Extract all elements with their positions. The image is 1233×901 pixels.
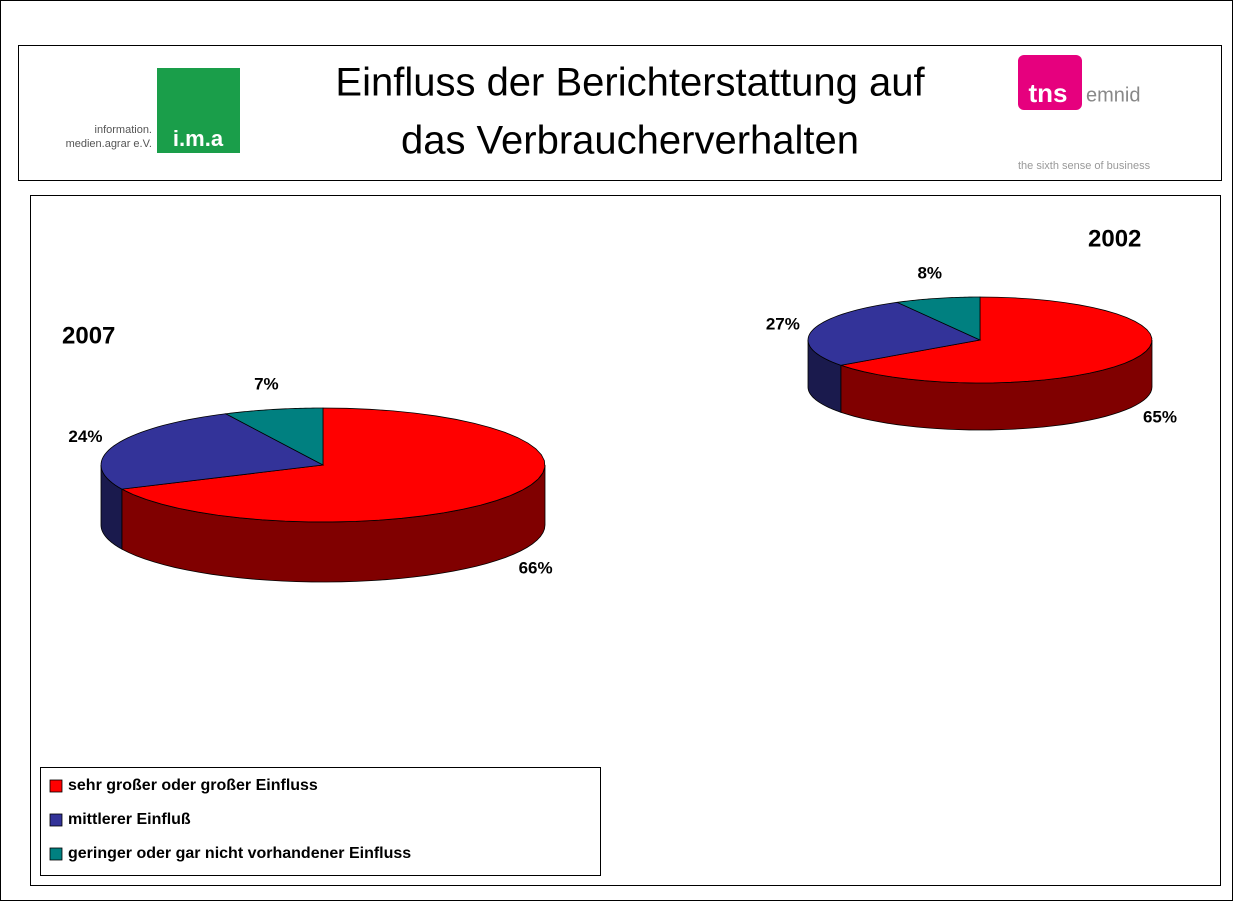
slice — [120, 407, 546, 523]
slice — [224, 407, 324, 466]
ima-mark: i.m.a — [173, 126, 224, 151]
legend-label: sehr großer oder großer Einfluss — [68, 777, 318, 794]
ima-logo — [157, 68, 240, 153]
slice — [840, 296, 1153, 384]
ima-text: medien.agrar e.V. — [66, 138, 152, 150]
title: Einfluss der Berichterstattung auf — [335, 61, 925, 105]
data-label: 7% — [254, 375, 279, 394]
data-label: 66% — [519, 559, 553, 578]
legend-label: mittlerer Einfluß — [68, 811, 191, 828]
tns-name: emnid — [1086, 84, 1140, 106]
data-label: 27% — [766, 315, 800, 334]
tns-mark: tns — [1029, 78, 1068, 108]
data-label: 24% — [68, 427, 102, 446]
legend-box — [40, 767, 601, 876]
chart-title: 2007 — [62, 322, 115, 349]
slice — [895, 296, 981, 341]
title: das Verbraucherverhalten — [401, 119, 859, 163]
chart-title: 2002 — [1088, 225, 1141, 252]
legend-swatch — [49, 847, 63, 861]
slice — [807, 301, 982, 366]
legend-label: geringer oder gar nicht vorhandener Einf… — [68, 845, 411, 862]
slice — [100, 413, 325, 490]
legend-swatch — [49, 779, 63, 793]
data-label: 8% — [917, 264, 942, 283]
tns-slogan: the sixth sense of business — [1018, 160, 1151, 172]
legend-swatch — [49, 813, 63, 827]
tns-logo — [1018, 55, 1082, 110]
ima-text: information. — [95, 124, 152, 136]
data-label: 65% — [1143, 407, 1177, 426]
